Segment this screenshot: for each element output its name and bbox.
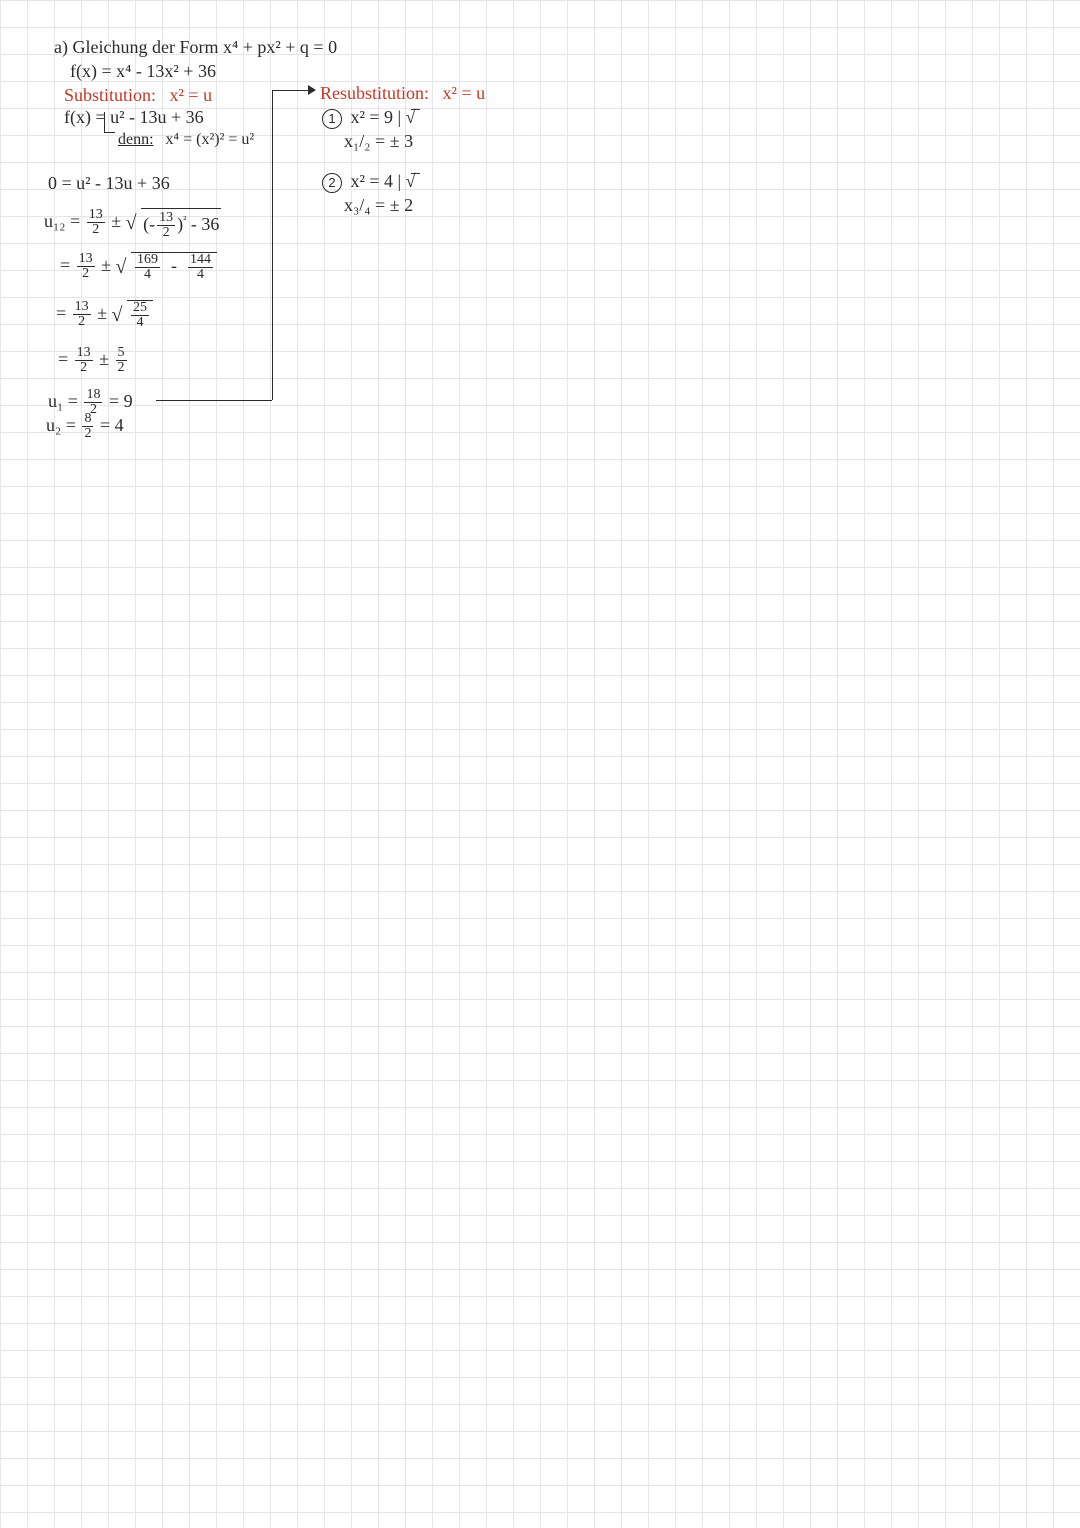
frac-144-4: 144 4 [188, 253, 213, 282]
case2-solution: x₃/₄ = ± 2 [344, 192, 413, 219]
pq-radicand-1: (- 13 2 )² - 36 [141, 208, 221, 240]
denn-line: denn: x⁴ = (x²)² = u² [118, 126, 254, 153]
denn-eq: x⁴ = (x²)² = u² [166, 131, 255, 148]
u2-result: u₂ = 8 2 = 4 [46, 412, 124, 441]
case2-sol-lhs: x₃/₄ = [344, 195, 390, 215]
heading: a) Gleichung der Form x⁴ + px² + q = 0 [54, 34, 337, 61]
resubstitution-eq: x² = u [443, 83, 486, 103]
pq-step1: u₁₂ = 13 2 ± √ (- 13 2 )² - 36 [44, 208, 221, 240]
pq-lhs: u₁₂ = [44, 211, 80, 231]
denn-label: denn: [118, 131, 154, 148]
frac-25-4: 25 4 [131, 301, 149, 330]
case1-sol-val: ± 3 [390, 131, 413, 151]
case2-eq: x² = 4 | √̅ [351, 171, 416, 191]
heading-prefix: a) Gleichung der Form [54, 37, 223, 57]
sqrt-icon: √ [116, 256, 127, 278]
case2-sol-val: ± 2 [390, 195, 413, 215]
connector-horizontal-bottom [156, 400, 272, 401]
case1-eq: x² = 9 | √̅ [351, 107, 416, 127]
heading-equation: x⁴ + px² + q = 0 [223, 37, 337, 57]
zero-equation: 0 = u² - 13u + 36 [48, 170, 170, 197]
case2: 2 x² = 4 | √̅ [322, 168, 416, 195]
case1: 1 x² = 9 | √̅ [322, 104, 416, 131]
frac-169-4: 169 4 [135, 253, 160, 282]
connector-horizontal-top [272, 90, 308, 91]
pq-radicand-2: 169 4 - 144 4 [131, 252, 217, 282]
connector-vertical [272, 90, 273, 400]
footnote-hook-icon [104, 112, 115, 133]
pm-sign: ± [111, 211, 121, 231]
substitution-eq: x² = u [170, 85, 213, 105]
frac-13-2-neg: 13 2 [157, 211, 175, 240]
frac-5-2: 5 2 [116, 346, 127, 375]
case1-solution: x₁/₂ = ± 3 [344, 128, 413, 155]
pq-step4: = 13 2 ± 5 2 [58, 346, 129, 375]
fx-original: f(x) = x⁴ - 13x² + 36 [70, 58, 216, 85]
sqrt-icon: √ [112, 304, 123, 326]
frac-13-2-d: 13 2 [75, 346, 93, 375]
resubstitution-label: Resubstitution: [320, 83, 429, 103]
notebook-page: a) Gleichung der Form x⁴ + px² + q = 0 f… [0, 0, 1080, 1528]
case1-sol-lhs: x₁/₂ = [344, 131, 390, 151]
frac-13-2-c: 13 2 [73, 300, 91, 329]
substitution-label: Substitution: [64, 85, 156, 105]
pq-step3: = 13 2 ± √ 25 4 [56, 300, 153, 330]
pq-radicand-3: 25 4 [127, 300, 153, 330]
pq-step2: = 13 2 ± √ 169 4 - 144 4 [60, 252, 217, 282]
frac-13-2-b: 13 2 [77, 252, 95, 281]
frac-8-2: 8 2 [82, 412, 93, 441]
sqrt-icon: √ [126, 212, 137, 234]
frac-13-2-a: 13 2 [87, 208, 105, 237]
resubstitution-line: Resubstitution: x² = u [320, 80, 485, 107]
circled-2-icon: 2 [322, 173, 342, 193]
circled-1-icon: 1 [322, 109, 342, 129]
arrowhead-icon [308, 85, 316, 95]
